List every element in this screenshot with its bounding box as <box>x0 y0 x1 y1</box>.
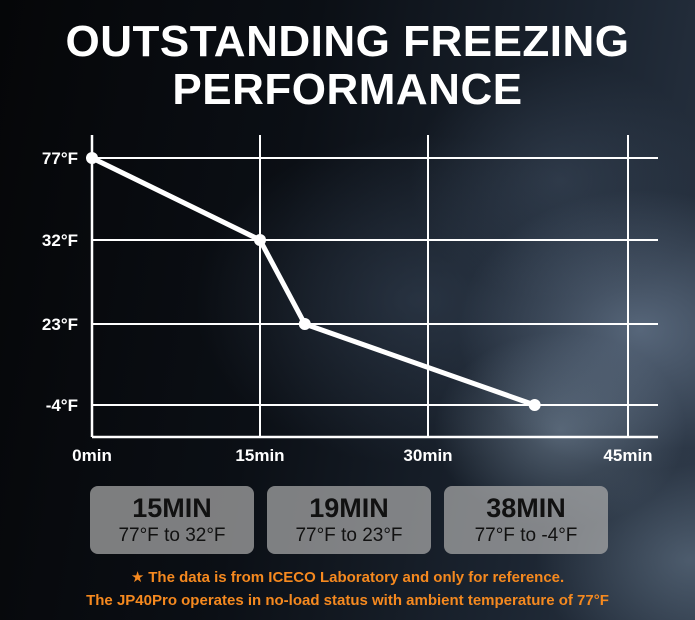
x-axis-ticks: 0min 15min 30min 45min <box>72 446 652 465</box>
card-range: 77°F to 23°F <box>295 525 403 546</box>
card-range: 77°F to 32°F <box>118 525 226 546</box>
page-title: OUTSTANDING FREEZING PERFORMANCE <box>0 18 695 114</box>
data-point-3 <box>528 399 541 411</box>
data-point-1 <box>254 234 266 246</box>
summary-card-1: 15MIN 77°F to 32°F <box>90 486 254 554</box>
footnote-1: ★ The data is from ICECO Laboratory and o… <box>0 568 695 586</box>
x-tick-label-1: 15min <box>235 446 284 465</box>
y-tick-label-1: 32°F <box>42 231 78 250</box>
title-line-1: OUTSTANDING FREEZING <box>65 17 630 66</box>
card-time: 19MIN <box>309 493 389 523</box>
card-range: 77°F to -4°F <box>474 525 578 546</box>
summary-cards: 15MIN 77°F to 32°F 19MIN 77°F to 23°F 38… <box>90 486 608 554</box>
x-tick-label-3: 45min <box>603 446 652 465</box>
x-tick-label-2: 30min <box>403 446 452 465</box>
star-icon: ★ <box>130 569 145 586</box>
y-tick-label-3: -4°F <box>46 396 78 415</box>
summary-card-2: 19MIN 77°F to 23°F <box>267 486 431 554</box>
card-time: 38MIN <box>486 493 566 523</box>
series-group <box>86 152 541 411</box>
data-point-2 <box>298 318 311 330</box>
y-tick-label-2: 23°F <box>42 315 78 334</box>
series-line-0 <box>89 155 538 408</box>
summary-card-3: 38MIN 77°F to -4°F <box>444 486 608 554</box>
footnote-1-text: The data is from ICECO Laboratory and on… <box>148 569 565 586</box>
data-point-0 <box>86 152 98 164</box>
title-line-2: PERFORMANCE <box>172 65 523 114</box>
chart-grid <box>92 135 658 437</box>
footnote-2: The JP40Pro operates in no-load status w… <box>86 592 609 609</box>
card-time: 15MIN <box>132 493 212 523</box>
chart-axes <box>90 135 658 439</box>
y-tick-label-0: 77°F <box>42 149 78 168</box>
y-axis-ticks: 77°F 32°F 23°F -4°F <box>42 149 78 415</box>
freezing-line-chart: 77°F 32°F 23°F -4°F 0min 15min 30min 45min <box>42 135 658 465</box>
x-tick-label-0: 0min <box>72 446 112 465</box>
